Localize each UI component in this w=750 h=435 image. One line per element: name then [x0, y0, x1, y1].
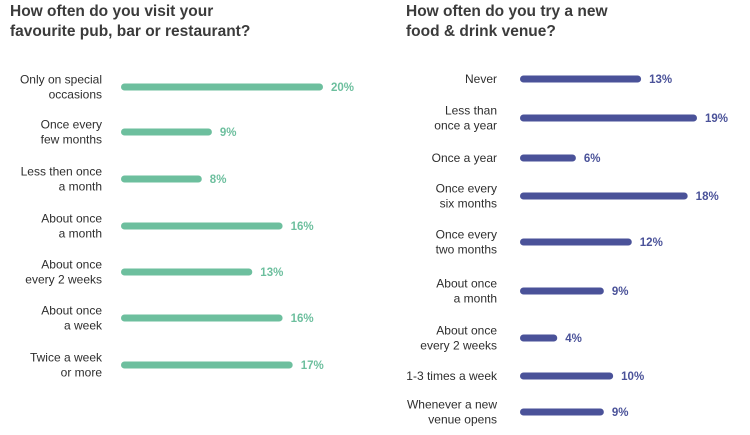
- category-label: Less then once a month: [21, 165, 103, 194]
- category-label: Once every few months: [41, 118, 102, 147]
- data-label: 16%: [291, 221, 314, 233]
- category-label: 1-3 times a week: [406, 369, 498, 383]
- bar: [520, 372, 614, 380]
- data-label: 9%: [220, 127, 237, 139]
- data-label: 20%: [331, 82, 354, 94]
- category-label: Never: [465, 72, 497, 86]
- category-label-line: Less then once: [21, 165, 103, 179]
- category-label-line: few months: [41, 133, 102, 147]
- category-label-line: venue opens: [428, 413, 497, 427]
- data-label: 9%: [612, 407, 629, 419]
- bar: [520, 287, 604, 295]
- category-label: Once every two months: [436, 228, 497, 257]
- category-label: Once every six months: [436, 182, 497, 211]
- category-label-line: a month: [454, 292, 497, 306]
- chart-title: How often do you visit your favourite pu…: [10, 2, 310, 42]
- data-label: 13%: [260, 267, 283, 279]
- category-label: About once a week: [41, 304, 103, 333]
- bar: [121, 268, 253, 276]
- category-label-line: About once: [436, 277, 497, 291]
- data-label: 16%: [291, 313, 314, 325]
- data-label: 4%: [565, 333, 582, 345]
- bar: [121, 314, 283, 322]
- category-label-line: About once: [436, 324, 497, 338]
- category-label-line: once a year: [434, 119, 497, 133]
- data-label: 17%: [301, 360, 324, 372]
- bar: [121, 175, 202, 183]
- category-label-line: every 2 weeks: [420, 339, 497, 353]
- category-label-line: Never: [465, 72, 497, 86]
- data-label: 8%: [210, 174, 227, 186]
- category-label-line: occasions: [49, 88, 102, 102]
- category-label-line: Twice a week: [30, 351, 103, 365]
- category-label: About once a month: [41, 212, 102, 241]
- bar: [121, 361, 293, 369]
- data-label: 6%: [584, 153, 601, 165]
- bar: [520, 334, 558, 342]
- data-label: 13%: [649, 74, 672, 86]
- category-label-line: About once: [41, 258, 102, 272]
- category-label: Once a year: [432, 151, 497, 165]
- chart-title-line: How often do you try a new: [406, 3, 608, 20]
- bar: [520, 75, 642, 83]
- chart-title: How often do you try a new food & drink …: [406, 2, 706, 42]
- bar: [520, 238, 632, 246]
- category-label: Only on special occasions: [20, 73, 102, 102]
- bar: [121, 128, 212, 136]
- data-label: 19%: [705, 113, 728, 125]
- category-label-line: a month: [59, 180, 102, 194]
- data-label: 18%: [696, 191, 719, 203]
- category-label-line: Once every: [41, 118, 102, 132]
- category-label: About once every 2 weeks: [25, 258, 102, 287]
- bar: [520, 154, 576, 162]
- chart-title-line: How often do you visit your: [10, 3, 214, 20]
- category-label-line: or more: [61, 366, 103, 380]
- bar: [520, 192, 688, 200]
- category-label: Twice a week or more: [30, 351, 103, 380]
- category-label-line: Whenever a new: [407, 398, 497, 412]
- bar: [520, 408, 604, 416]
- category-label-line: every 2 weeks: [25, 273, 102, 287]
- category-label-line: a week: [64, 319, 103, 333]
- category-label: About once every 2 weeks: [420, 324, 497, 353]
- data-label: 9%: [612, 286, 629, 298]
- category-label-line: Once every: [436, 228, 497, 242]
- chart-visit-frequency: How often do you visit your favourite pu…: [10, 2, 354, 380]
- chart-title-line: favourite pub, bar or restaurant?: [10, 23, 251, 40]
- category-label-line: About once: [41, 304, 102, 318]
- chart-new-venue-frequency: How often do you try a new food & drink …: [375, 0, 750, 435]
- chart-title-line: food & drink venue?: [406, 23, 556, 40]
- category-label-line: Once every: [436, 182, 497, 196]
- category-label-line: 1-3 times a week: [406, 369, 498, 383]
- category-label: About once a month: [436, 277, 497, 306]
- category-label: Whenever a new venue opens: [407, 398, 497, 427]
- bar: [121, 83, 323, 91]
- data-label: 10%: [621, 371, 644, 383]
- category-label-line: Less than: [445, 104, 497, 118]
- bar: [121, 222, 283, 230]
- category-label: Less than once a year: [434, 104, 497, 133]
- category-label-line: Only on special: [20, 73, 102, 87]
- bar: [520, 114, 697, 122]
- data-label: 12%: [640, 237, 663, 249]
- bar-chart-plot: Only on special occasions 20% Once every few…: [20, 73, 354, 380]
- bar-chart-plot: Never 13% Less than once a year 19% Once a ye…: [406, 72, 728, 427]
- category-label-line: a month: [59, 227, 102, 241]
- category-label-line: Once a year: [432, 151, 497, 165]
- category-label-line: two months: [436, 243, 497, 257]
- category-label-line: About once: [41, 212, 102, 226]
- category-label-line: six months: [440, 197, 497, 211]
